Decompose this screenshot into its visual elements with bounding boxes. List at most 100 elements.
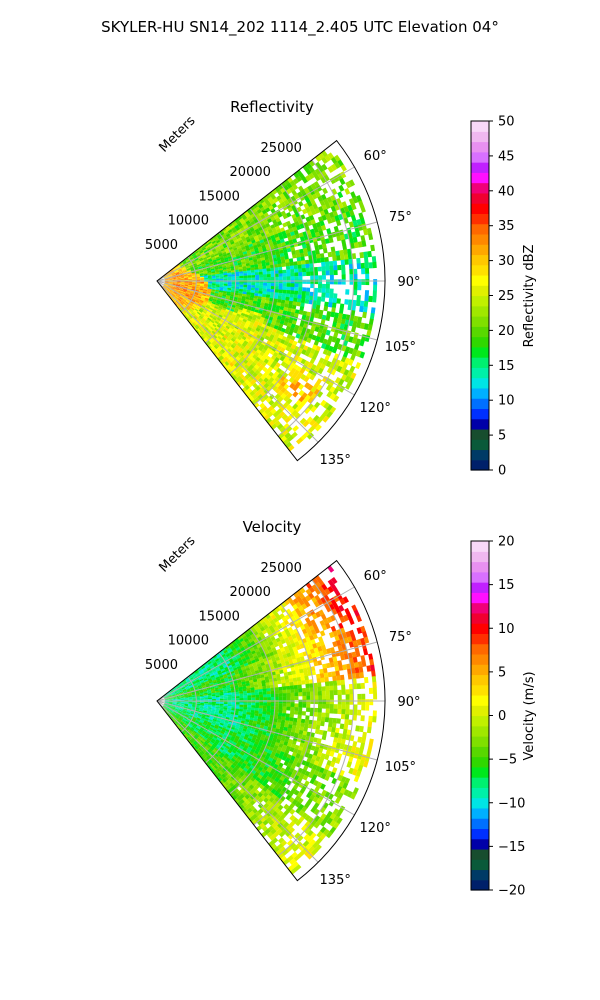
field-cell bbox=[248, 324, 254, 329]
field-cell bbox=[230, 250, 235, 255]
field-cell bbox=[318, 275, 323, 280]
field-cell bbox=[250, 264, 255, 268]
field-cell bbox=[183, 288, 188, 291]
field-cell bbox=[185, 265, 190, 268]
field-cell bbox=[168, 278, 173, 280]
field-cell bbox=[293, 294, 298, 299]
field-cell bbox=[320, 257, 325, 263]
field-cell bbox=[363, 251, 368, 258]
field-cell bbox=[190, 267, 195, 270]
field-cell bbox=[247, 704, 252, 708]
field-cell bbox=[251, 230, 256, 235]
field-cell bbox=[226, 305, 232, 309]
field-cell bbox=[214, 292, 219, 296]
field-cell bbox=[272, 301, 277, 306]
field-cell bbox=[219, 698, 224, 701]
field-cell bbox=[204, 260, 209, 264]
field-cell bbox=[210, 245, 215, 250]
field-cell bbox=[231, 284, 236, 287]
field-cell bbox=[209, 305, 214, 310]
field-cell bbox=[301, 294, 306, 300]
field-cell bbox=[296, 298, 302, 303]
field-cell bbox=[198, 292, 203, 296]
field-cell bbox=[215, 286, 220, 289]
field-cell bbox=[265, 297, 270, 301]
field-cell bbox=[234, 290, 239, 294]
field-cell bbox=[194, 291, 199, 295]
field-cell bbox=[268, 303, 273, 308]
field-cell bbox=[214, 306, 219, 310]
field-cell bbox=[201, 254, 206, 258]
field-cell bbox=[270, 270, 275, 275]
field-cell bbox=[220, 310, 225, 315]
field-cell bbox=[276, 228, 282, 234]
field-cell bbox=[294, 707, 299, 712]
field-cell bbox=[267, 702, 271, 707]
field-cell bbox=[164, 284, 168, 287]
field-cell bbox=[277, 299, 282, 304]
field-cell bbox=[221, 296, 226, 299]
field-cell bbox=[231, 278, 236, 281]
field-cell bbox=[324, 354, 330, 361]
field-cell bbox=[267, 252, 273, 257]
field-cell bbox=[209, 296, 214, 299]
field-cell bbox=[170, 288, 175, 291]
field-cell bbox=[224, 257, 229, 261]
field-cell bbox=[175, 271, 179, 274]
field-cell bbox=[241, 237, 247, 242]
field-cell bbox=[333, 353, 340, 360]
field-cell bbox=[293, 328, 299, 334]
field-cell bbox=[336, 718, 341, 724]
field-cell bbox=[247, 695, 252, 698]
field-cell bbox=[286, 272, 291, 277]
field-cell bbox=[184, 284, 189, 286]
field-cell bbox=[231, 243, 236, 247]
field-cell bbox=[185, 257, 190, 261]
field-cell bbox=[217, 307, 222, 311]
field-cell bbox=[227, 282, 232, 285]
field-cell bbox=[333, 265, 338, 271]
colorbar-cell bbox=[471, 121, 489, 132]
field-cell bbox=[334, 215, 340, 222]
field-cell bbox=[231, 698, 236, 701]
field-cell bbox=[220, 248, 225, 252]
field-cell bbox=[243, 287, 248, 290]
field-cell bbox=[305, 175, 312, 182]
field-cell bbox=[208, 250, 213, 254]
field-cell bbox=[251, 272, 256, 276]
field-cell bbox=[254, 287, 259, 291]
field-cell bbox=[166, 272, 171, 275]
field-cell bbox=[299, 322, 305, 328]
field-cell bbox=[291, 304, 297, 310]
field-cell bbox=[268, 300, 274, 305]
field-cell bbox=[171, 274, 176, 277]
field-cell bbox=[172, 281, 177, 283]
field-cell bbox=[310, 283, 315, 289]
field-cell bbox=[167, 274, 172, 277]
field-cell bbox=[328, 681, 334, 687]
field-cell bbox=[262, 268, 267, 272]
field-cell bbox=[249, 321, 255, 326]
field-cell bbox=[176, 281, 181, 283]
field-cell bbox=[199, 288, 204, 291]
field-cell bbox=[168, 281, 173, 283]
field-cell bbox=[185, 294, 190, 297]
field-cell bbox=[317, 288, 322, 293]
field-cell bbox=[306, 271, 311, 276]
field-cell bbox=[316, 258, 322, 263]
field-cell bbox=[183, 274, 188, 276]
field-cell bbox=[363, 306, 368, 313]
field-cell bbox=[365, 699, 370, 706]
field-cell bbox=[227, 270, 232, 274]
field-cell bbox=[295, 253, 301, 258]
field-cell bbox=[247, 222, 252, 228]
field-cell bbox=[359, 322, 365, 330]
field-cell bbox=[224, 246, 229, 251]
field-cell bbox=[202, 302, 207, 306]
field-cell bbox=[179, 288, 184, 290]
field-cell bbox=[313, 241, 319, 247]
field-cell bbox=[288, 258, 294, 263]
field-cell bbox=[191, 261, 196, 264]
field-cell bbox=[345, 694, 350, 700]
field-cell bbox=[207, 276, 212, 278]
